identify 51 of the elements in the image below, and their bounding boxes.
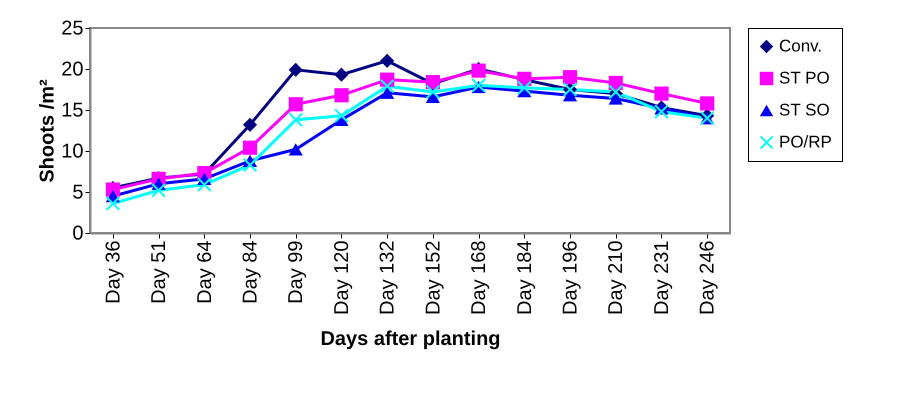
point: [334, 68, 348, 82]
point: [288, 62, 303, 77]
y-axis-title: Shoots /m²: [36, 79, 58, 183]
point: [288, 112, 303, 127]
point: [426, 84, 440, 100]
x-tick-label: Day 64: [194, 240, 216, 304]
point: [562, 89, 578, 102]
x-tick-label: Day 196: [560, 240, 582, 315]
point: [334, 88, 348, 102]
point: [700, 96, 714, 111]
x-tick-label: Day 120: [330, 240, 353, 315]
point: [472, 78, 486, 92]
point: [334, 108, 348, 123]
legend-label: PO/RP: [779, 132, 832, 152]
point: [654, 104, 668, 119]
x-tick-label: Day 84: [240, 240, 262, 304]
point: [517, 80, 532, 95]
x-tick-label: Day 36: [102, 240, 124, 304]
point: [562, 70, 578, 84]
point: [288, 143, 303, 156]
x-tick-label: Day 99: [285, 240, 308, 304]
point: [242, 158, 258, 172]
x-tick-label: Day 51: [148, 240, 170, 304]
point: [380, 86, 394, 99]
x-tick-label: Day 152: [422, 240, 444, 315]
point: [242, 140, 258, 155]
point: [288, 97, 303, 112]
legend-label: ST SO: [779, 100, 830, 120]
y-tick-label: 5: [72, 182, 84, 204]
x-tick-label: Day 210: [605, 240, 628, 315]
y-tick-label: 20: [61, 58, 84, 80]
point: [197, 178, 212, 192]
point: [654, 86, 668, 101]
y-tick-label: 25: [61, 18, 84, 40]
point: [380, 79, 394, 94]
point: [242, 118, 258, 132]
y-tick-label: 15: [61, 100, 84, 122]
x-tick-label: Day 246: [696, 240, 719, 315]
y-tick-label: 10: [61, 140, 84, 162]
point: [106, 196, 120, 211]
x-tick-label: Day 168: [468, 240, 490, 315]
x-tick-label: Day 231: [650, 240, 673, 315]
legend-label: ST PO: [779, 68, 830, 88]
point: [380, 54, 394, 68]
x-tick-label: Day 132: [376, 240, 399, 315]
x-axis-title: Days after planting: [320, 328, 501, 350]
point: [608, 92, 623, 105]
x-tick-label: Day 184: [514, 240, 536, 315]
y-tick-label: 0: [72, 222, 84, 244]
point: [152, 183, 166, 198]
legend-label: Conv.: [779, 36, 822, 56]
